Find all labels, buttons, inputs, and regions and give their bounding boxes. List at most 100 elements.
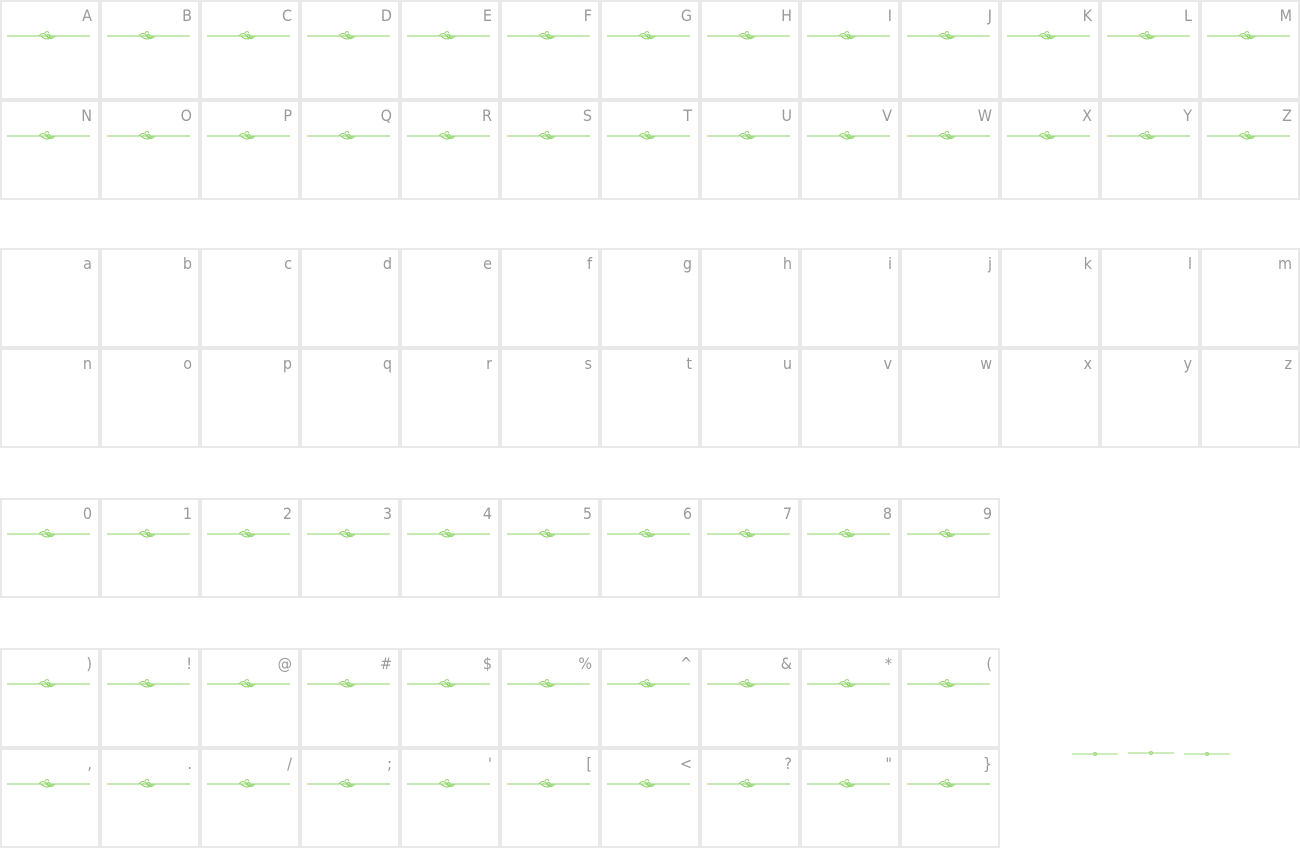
glyph-cell: ( [900,648,1000,748]
glyph-cell: L [1100,0,1200,100]
glyph-cell: B [100,0,200,100]
glyph-ornament [1107,31,1190,40]
glyph-label: j [988,254,992,273]
glyph-label: u [782,354,792,373]
glyph-cell: y [1100,348,1200,448]
glyph-cell: w [900,348,1000,448]
glyph-ornament [1207,31,1290,40]
glyph-cell: q [300,348,400,448]
glyph-label: 8 [882,504,892,523]
glyph-label: 1 [182,504,192,523]
glyph-label: ^ [679,654,692,673]
glyph-cell: h [700,248,800,348]
glyph-cell: 6 [600,498,700,598]
glyph-label: " [885,754,892,773]
glyph-ornament [1007,131,1090,140]
glyph-ornament [507,31,590,40]
glyph-ornament [707,131,790,140]
glyph-ornament [407,529,490,538]
glyph-cell: } [900,748,1000,848]
glyph-label: f [586,254,592,273]
glyph-cell: R [400,100,500,200]
glyph-ornament [7,131,90,140]
glyph-label: 3 [382,504,392,523]
glyph-label: L [1183,6,1192,25]
glyph-label: d [382,254,392,273]
glyph-cell: & [700,648,800,748]
glyph-cell: ? [700,748,800,848]
glyph-ornament [207,679,290,688]
glyph-cell: O [100,100,200,200]
glyph-label: H [781,6,792,25]
glyph-cell: " [800,748,900,848]
glyph-label: k [1083,254,1092,273]
glyph-label: y [1183,354,1192,373]
glyph-cell: t [600,348,700,448]
glyph-ornament [807,779,890,788]
glyph-label: Z [1282,106,1292,125]
glyph-cell: Z [1200,100,1300,200]
glyph-cell: . [100,748,200,848]
glyph-cell: V [800,100,900,200]
glyph-cell: n [0,348,100,448]
glyph-label: g [682,254,692,273]
glyph-ornament [507,131,590,140]
glyph-ornament [207,779,290,788]
glyph-ornament [107,679,190,688]
glyph-label: 6 [682,504,692,523]
glyph-cell: b [100,248,200,348]
glyph-ornament [7,679,90,688]
glyph-label: N [81,106,92,125]
glyph-cell: J [900,0,1000,100]
glyph-ornament [407,31,490,40]
glyph-ornament [907,529,990,538]
glyph-ornament [407,779,490,788]
glyph-ornament [807,529,890,538]
glyph-ornament [307,31,390,40]
glyph-label: z [1284,354,1292,373]
glyph-cell: % [500,648,600,748]
glyph-ornament [807,131,890,140]
glyph-ornament [707,679,790,688]
glyph-cell: c [200,248,300,348]
glyph-ornament [807,31,890,40]
glyph-cell: T [600,100,700,200]
glyph-label: e [483,254,492,273]
glyph-label: s [584,354,593,373]
glyph-ornament [507,679,590,688]
glyph-cell: X [1000,100,1100,200]
glyph-label: R [482,106,492,125]
glyph-label: m [1277,254,1292,273]
glyph-ornament [807,679,890,688]
glyph-label: B [182,6,192,25]
glyph-label: ! [186,654,192,673]
glyph-cell: 5 [500,498,600,598]
glyph-label: q [382,354,392,373]
glyph-label: W [977,106,992,125]
glyph-cell: U [700,100,800,200]
glyph-cell: p [200,348,300,448]
glyph-cell: ' [400,748,500,848]
glyph-label: 0 [82,504,92,523]
glyph-label: n [82,354,92,373]
glyph-label: x [1083,354,1092,373]
ornament-sample [1072,751,1230,756]
glyph-ornament [507,779,590,788]
glyph-cell: 8 [800,498,900,598]
glyph-cell: C [200,0,300,100]
glyph-label: ; [387,754,392,773]
glyph-cell: Y [1100,100,1200,200]
glyph-label: h [782,254,792,273]
glyph-ornament [607,131,690,140]
glyph-ornament [907,679,990,688]
glyph-label: 5 [582,504,592,523]
glyph-cell: $ [400,648,500,748]
glyph-ornament [207,529,290,538]
glyph-label: P [283,106,292,125]
glyph-label: b [182,254,192,273]
glyph-label: S [582,106,592,125]
glyph-cell: 0 [0,498,100,598]
glyph-label: w [980,354,992,373]
glyph-label: 2 [282,504,292,523]
glyph-label: % [578,654,592,673]
